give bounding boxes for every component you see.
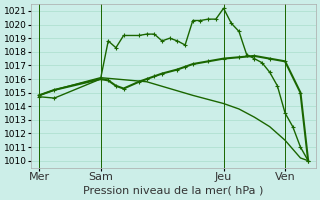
X-axis label: Pression niveau de la mer( hPa ): Pression niveau de la mer( hPa ) <box>84 186 264 196</box>
